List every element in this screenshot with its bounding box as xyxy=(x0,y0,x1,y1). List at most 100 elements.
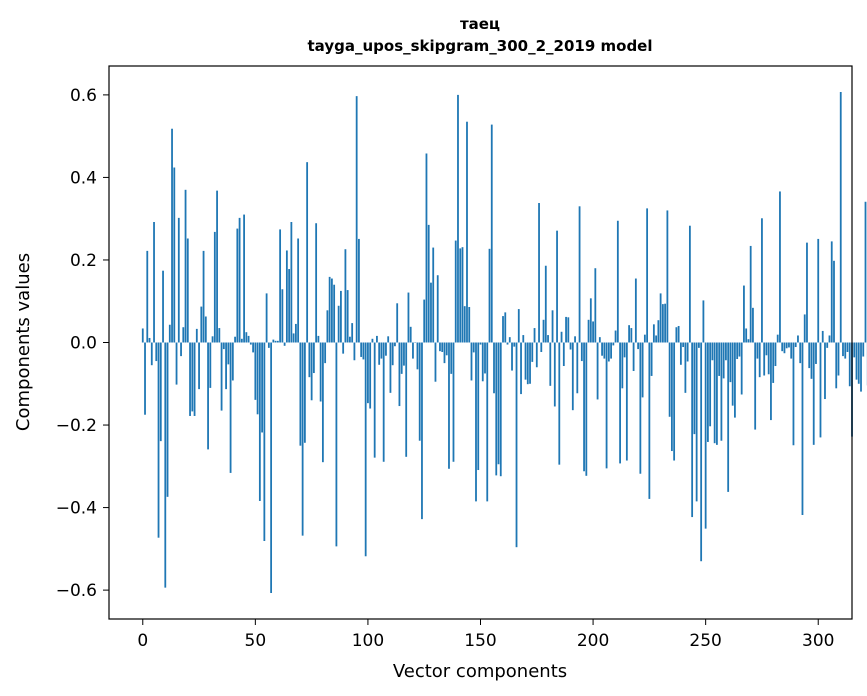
y-tick-label: −0.4 xyxy=(56,499,97,519)
bar xyxy=(736,342,739,360)
bar xyxy=(150,342,153,366)
bar xyxy=(720,342,723,441)
bar xyxy=(801,342,804,515)
bar xyxy=(833,260,835,343)
bar xyxy=(704,342,707,529)
bar xyxy=(684,342,687,393)
bar xyxy=(479,342,482,345)
y-tick-label: −0.6 xyxy=(56,581,97,601)
bar xyxy=(234,336,236,343)
x-tick-label: 200 xyxy=(577,631,609,651)
bar xyxy=(529,342,531,384)
bar xyxy=(342,342,345,354)
bar xyxy=(630,328,633,343)
bar xyxy=(853,342,856,358)
bar xyxy=(202,250,205,343)
bar xyxy=(558,342,561,465)
bar xyxy=(254,342,257,400)
bar xyxy=(625,342,628,461)
x-tick-label: 100 xyxy=(352,631,384,651)
bar xyxy=(331,278,333,343)
bar xyxy=(551,310,554,343)
bar xyxy=(195,328,198,343)
bar xyxy=(333,284,336,343)
bar xyxy=(247,335,250,343)
bar xyxy=(454,240,457,343)
y-axis-ticks: −0.6 −0.4 −0.2 0.0 0.2 0.4 0.6 xyxy=(56,86,109,601)
bar xyxy=(355,96,358,343)
bar xyxy=(495,342,498,476)
bar xyxy=(562,342,565,367)
bars-group xyxy=(141,92,867,593)
bar xyxy=(616,220,619,343)
bar xyxy=(405,342,408,457)
bar xyxy=(396,303,399,343)
bar xyxy=(418,342,421,441)
bar xyxy=(463,306,466,343)
bar xyxy=(326,310,329,343)
bar xyxy=(240,338,243,343)
bar xyxy=(783,342,786,354)
bar xyxy=(639,342,642,474)
bar xyxy=(457,94,459,343)
bar xyxy=(517,309,520,343)
bar xyxy=(815,342,817,364)
bar xyxy=(222,342,225,350)
bar xyxy=(848,342,851,387)
bar xyxy=(207,342,209,450)
bar xyxy=(637,342,640,350)
bar xyxy=(758,342,761,378)
bar xyxy=(164,342,167,588)
bar xyxy=(765,342,768,356)
bar xyxy=(193,342,196,416)
bar xyxy=(511,342,513,371)
bar xyxy=(211,336,214,343)
bar xyxy=(623,342,626,358)
bar xyxy=(321,342,324,463)
bar xyxy=(547,335,549,343)
bar xyxy=(238,217,241,343)
bar xyxy=(860,342,862,392)
bar xyxy=(571,342,574,411)
bar xyxy=(864,201,867,343)
bar xyxy=(353,342,356,361)
bar xyxy=(657,320,660,343)
bar xyxy=(367,342,369,404)
bar xyxy=(283,342,286,346)
bar xyxy=(799,342,802,364)
bar xyxy=(245,332,248,343)
y-axis-label: Components values xyxy=(13,253,34,431)
bar xyxy=(324,342,327,364)
bar xyxy=(231,342,234,381)
bar xyxy=(824,342,826,400)
bar xyxy=(673,342,676,461)
bar xyxy=(425,153,428,343)
bar xyxy=(828,335,831,343)
bar xyxy=(448,342,450,469)
bar xyxy=(294,323,297,343)
bar xyxy=(542,319,545,343)
bar xyxy=(162,270,164,343)
bar xyxy=(810,342,813,379)
y-tick-label: 0.0 xyxy=(70,334,97,354)
bar xyxy=(430,282,432,343)
bar xyxy=(565,316,567,343)
bar xyxy=(731,342,734,406)
bar xyxy=(666,210,669,343)
bar xyxy=(749,245,752,343)
bar xyxy=(470,342,473,381)
y-tick-label: 0.6 xyxy=(70,86,97,106)
bar xyxy=(270,342,273,593)
bar xyxy=(434,342,437,382)
bar xyxy=(378,342,381,365)
bar xyxy=(743,285,745,343)
bar xyxy=(423,299,426,343)
bar xyxy=(648,342,651,499)
bar xyxy=(727,342,730,492)
bar xyxy=(490,124,493,343)
bar xyxy=(668,342,671,417)
bar xyxy=(493,342,495,394)
x-axis-label: Vector components xyxy=(393,661,567,682)
x-axis-ticks: 0 50 100 150 200 250 300 xyxy=(137,619,834,651)
